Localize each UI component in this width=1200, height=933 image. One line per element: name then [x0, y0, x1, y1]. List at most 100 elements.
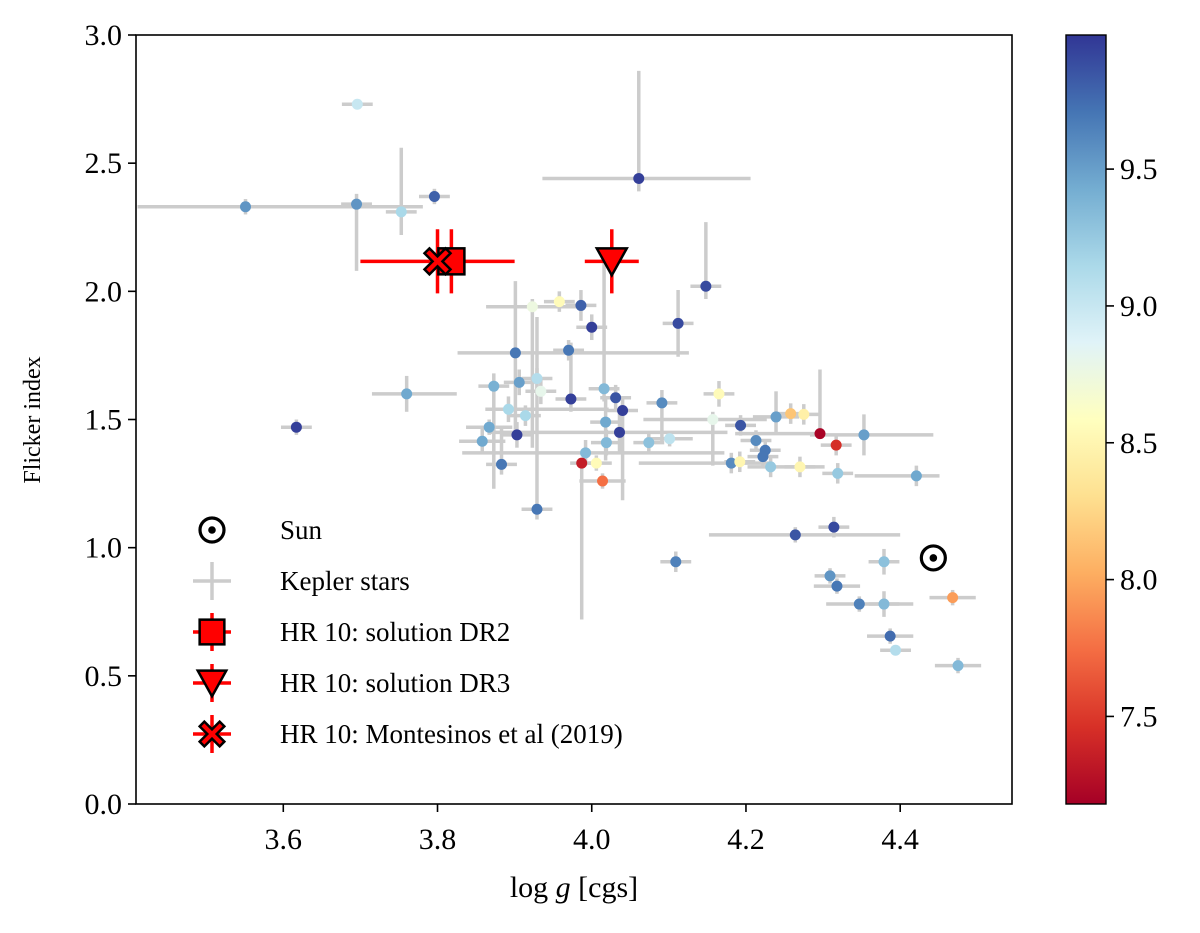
kepler-star-point — [831, 580, 843, 592]
legend-item-sun: Sun — [198, 515, 323, 545]
kepler-star-point — [664, 433, 676, 445]
kepler-star-point — [770, 411, 782, 423]
kepler-star-point — [789, 529, 801, 541]
kepler-star-point — [531, 372, 543, 384]
kepler-errorbars — [137, 70, 982, 674]
colorbar — [1065, 34, 1107, 805]
x-tick-label: 4.4 — [881, 823, 919, 856]
x-marker — [197, 719, 227, 749]
x-tick-label: 3.8 — [419, 823, 457, 856]
kepler-star-point — [586, 321, 598, 333]
triangle-down-marker — [195, 669, 229, 699]
kepler-star-point — [526, 301, 538, 313]
colorbar-tick-label: 9.5 — [1120, 153, 1158, 186]
kepler-star-point — [794, 461, 806, 473]
y-tick-label: 2.5 — [85, 147, 123, 180]
kepler-star-point — [511, 429, 523, 441]
kepler-star-point — [725, 457, 737, 469]
y-tick-label: 2.0 — [85, 275, 123, 308]
triangle-down-marker — [594, 247, 629, 278]
kepler-star-point — [617, 405, 629, 417]
x-axis: 3.6 3.8 4.0 4.2 4.4 — [265, 804, 919, 856]
legend-item-kepler: Kepler stars — [193, 562, 410, 600]
kepler-star-point — [952, 660, 964, 672]
kepler-star-point — [656, 397, 668, 409]
colorbar-tick-label: 9.0 — [1120, 290, 1158, 323]
kepler-star-point — [597, 475, 609, 487]
kepler-star-point — [828, 521, 840, 533]
kepler-star-point — [750, 435, 762, 447]
legend-label: HR 10: solution DR2 — [280, 617, 510, 647]
kepler-star-point — [565, 393, 577, 405]
y-tick-label: 3.0 — [85, 19, 123, 52]
kepler-star-point — [765, 461, 777, 473]
kepler-star-point — [884, 630, 896, 642]
kepler-star-point — [735, 419, 747, 431]
sun-ring — [198, 516, 226, 544]
kepler-star-point — [513, 376, 525, 388]
kepler-star-point — [610, 392, 622, 404]
y-tick-label: 0.0 — [85, 788, 123, 821]
kepler-star-point — [785, 408, 797, 420]
kepler-star-point — [563, 344, 575, 356]
plot-frame — [135, 34, 1013, 805]
x-axis-title-italic: g — [556, 871, 571, 904]
kepler-star-point — [598, 383, 610, 395]
kepler-star-point — [476, 435, 488, 447]
legend-item-montesinos: HR 10: Montesinos et al (2019) — [193, 715, 623, 753]
legend-item-dr3: HR 10: solution DR3 — [193, 664, 510, 702]
kepler-star-point — [830, 439, 842, 451]
kepler-points — [240, 98, 964, 672]
kepler-star-point — [670, 556, 682, 568]
kepler-star-point — [878, 556, 890, 568]
kepler-star-point — [531, 503, 543, 515]
kepler-star-point — [496, 458, 508, 470]
x-marker — [422, 246, 453, 277]
kepler-star-point — [535, 385, 547, 397]
kepler-star-point — [798, 408, 810, 420]
square-marker — [198, 618, 226, 646]
kepler-star-point — [613, 426, 625, 438]
kepler-star-point — [580, 447, 592, 459]
sun-ring — [919, 544, 947, 572]
kepler-star-point — [401, 388, 413, 400]
kepler-star-point — [713, 388, 725, 400]
kepler-star-point — [428, 190, 440, 202]
kepler-star-point — [600, 437, 612, 449]
kepler-star-point — [553, 296, 565, 308]
kepler-star-point — [947, 592, 959, 604]
colorbar-ticks: 7.5 8.0 8.5 9.0 9.5 — [1106, 153, 1158, 733]
kepler-star-point — [502, 403, 514, 415]
kepler-star-point — [890, 644, 902, 656]
kepler-star-point — [576, 457, 588, 469]
kepler-star-point — [824, 570, 836, 582]
y-tick-label: 0.5 — [85, 660, 123, 693]
x-axis-title-unit: [cgs] — [571, 871, 638, 904]
kepler-star-point — [757, 451, 769, 463]
legend: Sun Kepler stars HR 10: solution DR2 HR 10:… — [193, 515, 623, 753]
x-tick-label: 3.6 — [265, 823, 303, 856]
sun-dot — [929, 554, 938, 562]
y-tick-label: 1.0 — [85, 532, 123, 565]
kepler-star-point — [600, 416, 612, 428]
colorbar-tick-label: 7.5 — [1120, 700, 1158, 733]
kepler-star-point — [395, 206, 407, 218]
kepler-star-point — [878, 598, 890, 610]
legend-label: HR 10: Montesinos et al (2019) — [280, 719, 623, 749]
x-axis-title: log g [cgs] — [510, 871, 638, 904]
kepler-star-point — [351, 98, 363, 110]
legend-label: Sun — [280, 515, 323, 545]
kepler-star-point — [853, 598, 865, 610]
colorbar-tick-label: 8.5 — [1120, 427, 1158, 460]
kepler-star-point — [483, 421, 495, 433]
kepler-star-point — [351, 198, 363, 210]
kepler-star-point — [509, 347, 521, 359]
kepler-star-point — [700, 280, 712, 292]
kepler-star-point — [290, 421, 302, 433]
hr10-markers — [360, 229, 639, 294]
kepler-star-point — [734, 456, 746, 468]
x-axis-title-part: log — [510, 871, 556, 904]
kepler-star-point — [814, 428, 826, 440]
legend-label: Kepler stars — [280, 566, 410, 596]
